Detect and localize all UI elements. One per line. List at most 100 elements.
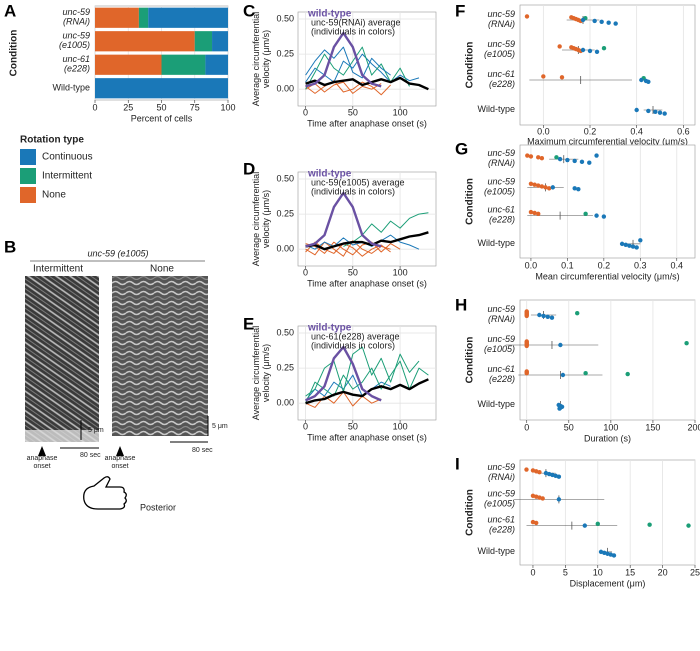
bar-segment [205, 54, 228, 75]
y-tick-label: 0.50 [276, 327, 294, 337]
annotation: (individuals in colors) [311, 186, 395, 196]
panel-letter: G [455, 139, 468, 158]
data-point [575, 311, 580, 316]
x-tick-label: 50 [156, 102, 166, 112]
plot-area [297, 325, 437, 421]
data-point [565, 157, 570, 163]
x-tick-label: 0 [303, 267, 308, 277]
plot-area [519, 459, 696, 566]
data-point [528, 181, 534, 186]
y-tick-label: Wild-type [477, 238, 515, 248]
data-point [657, 110, 663, 115]
annotation: wild-type [307, 169, 352, 180]
legend-swatch [20, 187, 36, 203]
y-tick-label: unc-59 (RNAi) [487, 9, 515, 29]
data-point [537, 470, 542, 475]
x-axis-label: Mean circumferential velocity (μm/s) [535, 271, 679, 281]
legend-swatch [20, 149, 36, 165]
data-point [611, 553, 617, 558]
data-point [594, 49, 600, 54]
data-point [532, 182, 537, 187]
x-tick-label: 0.2 [598, 260, 611, 270]
y-tick-label: unc-59 (e1005) [484, 334, 515, 354]
data-point [587, 48, 593, 54]
y-tick-label: Wild-type [52, 83, 90, 93]
x-tick-label: 0 [524, 422, 529, 432]
data-point [546, 186, 552, 191]
bar-segment [194, 31, 213, 52]
panel-letter: H [455, 295, 467, 314]
series-line [305, 346, 420, 397]
x-tick-label: 0 [530, 567, 535, 577]
panel-b: unc-59 (e1005) Intermittent None 5 μm 80… [25, 248, 228, 512]
y-tick-label: unc-61 (e228) [487, 364, 515, 384]
data-point [545, 314, 550, 319]
data-point [560, 372, 566, 378]
onset-marker [116, 446, 124, 456]
data-point [647, 522, 652, 527]
data-point [638, 238, 643, 243]
data-point [536, 183, 541, 188]
data-point [557, 44, 562, 49]
y-axis-label: Condition [465, 178, 476, 225]
kymograph [112, 276, 208, 436]
x-tick-label: 0.4 [671, 260, 684, 270]
data-point [623, 242, 628, 247]
series-line [305, 345, 382, 402]
data-point [524, 14, 530, 19]
data-point [541, 74, 546, 79]
annotation: wild-type [307, 9, 352, 20]
bar-segment [161, 54, 206, 75]
data-point [557, 156, 563, 162]
scale-label: 5 μm [212, 423, 228, 430]
annotation: (individuals in colors) [311, 26, 395, 36]
plot-area [519, 144, 696, 259]
x-tick-label: 0.0 [525, 260, 538, 270]
y-tick-label: unc-59 (RNAi) [487, 463, 515, 483]
x-tick-label: 25 [690, 567, 700, 577]
y-tick-label: unc-61 (e228) [62, 54, 90, 74]
y-tick-label: unc-59 (RNAi) [487, 304, 515, 324]
y-tick-label: Wild-type [477, 399, 515, 409]
x-axis-label: Maximum circumferential velocity (μm/s) [527, 136, 688, 146]
data-point [556, 474, 562, 479]
data-point [543, 185, 548, 190]
column-label: Intermittent [33, 264, 83, 275]
series-line [305, 241, 401, 256]
legend-label: Continuous [42, 152, 93, 163]
y-tick-label: 0.00 [276, 398, 294, 408]
series-line [305, 80, 391, 96]
data-point [639, 77, 644, 83]
x-tick-label: 50 [348, 267, 358, 277]
y-axis-label: Condition [465, 489, 476, 536]
data-point [556, 497, 562, 502]
data-point [601, 214, 607, 219]
y-tick-label: 0.00 [276, 84, 294, 94]
data-point [580, 17, 586, 23]
scale-label: 80 sec [192, 447, 213, 454]
data-point [627, 243, 632, 248]
data-point [558, 342, 563, 348]
data-point [634, 107, 639, 113]
data-point [572, 158, 577, 164]
x-tick-label: 25 [123, 102, 133, 112]
onset-marker [38, 446, 46, 456]
data-point [528, 154, 534, 159]
x-tick-label: 100 [393, 267, 408, 277]
data-point [532, 210, 537, 216]
data-point [539, 156, 545, 161]
y-tick-label: 0.50 [276, 173, 294, 183]
legend-title: Rotation type [20, 135, 84, 146]
x-tick-label: 200 [687, 422, 700, 432]
x-tick-label: 100 [220, 102, 235, 112]
x-tick-label: 100 [603, 422, 618, 432]
series-line [305, 76, 429, 91]
legend-label: Intermittent [42, 171, 92, 182]
hand-icon [83, 476, 127, 510]
x-axis-label: Displacement (μm) [570, 578, 646, 588]
data-point [559, 75, 565, 80]
data-point [582, 523, 588, 528]
data-point [583, 211, 588, 217]
data-point [554, 155, 559, 160]
legend-label: None [42, 190, 66, 201]
